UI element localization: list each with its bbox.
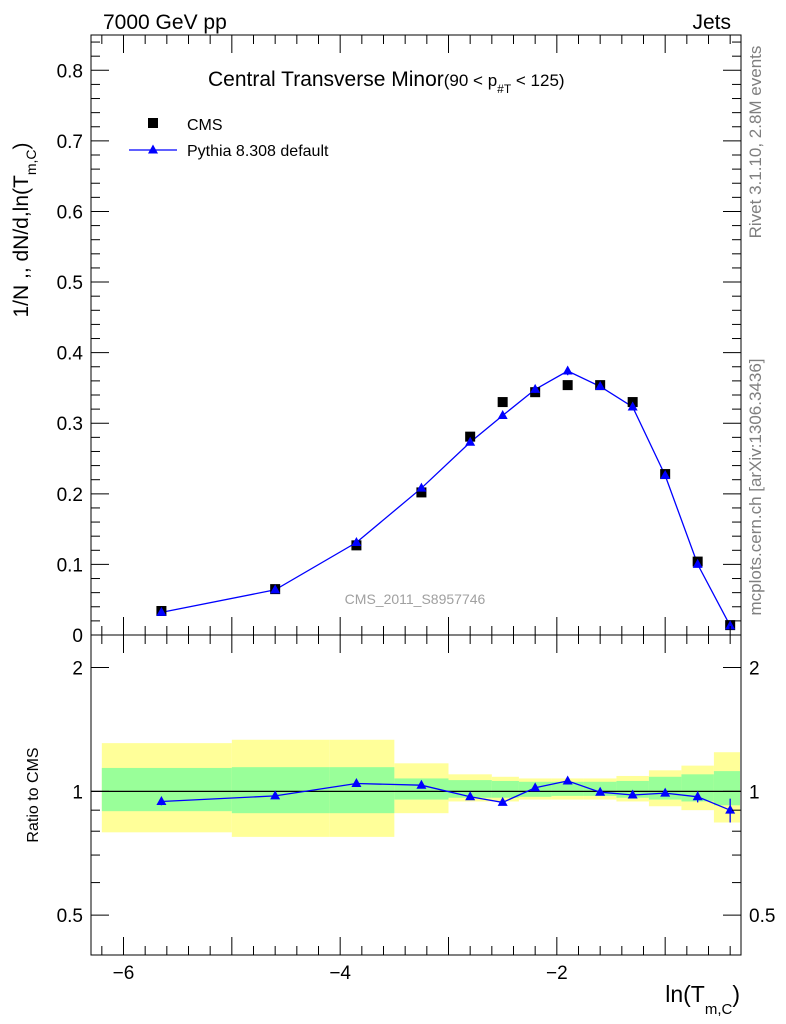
chart-title-cut-sub: #T bbox=[497, 82, 512, 96]
y-tick-label: 0.2 bbox=[57, 485, 83, 506]
ratio-inner-band bbox=[551, 781, 584, 796]
main-ylabel-text: 1/N ,, dN/d,ln(T bbox=[10, 175, 33, 318]
main-ylabel: 1/N ,, dN/d,ln(Tm,C) bbox=[10, 142, 39, 317]
mc-point bbox=[270, 584, 281, 594]
chart-title-main: Central Transverse Minor bbox=[208, 68, 444, 91]
y-tick-label: 0.5 bbox=[57, 273, 83, 294]
mc-point bbox=[725, 620, 736, 630]
ratio-y-tick-label-left: 0.5 bbox=[57, 906, 83, 927]
y-tick-label: 0.4 bbox=[57, 344, 84, 365]
ratio-mc-point bbox=[530, 782, 541, 792]
chart-title-cut-end: < 125) bbox=[511, 71, 564, 90]
mc-point bbox=[156, 606, 167, 616]
xlabel-sub: m,C bbox=[705, 1001, 733, 1018]
main-ylabel-sub: m,C bbox=[23, 149, 39, 175]
ratio-y-tick-label-right: 1 bbox=[749, 782, 760, 803]
xlabel: ln(Tm,C) bbox=[665, 981, 740, 1018]
y-tick-label: 0.8 bbox=[57, 61, 83, 82]
legend-mc-marker bbox=[148, 144, 158, 154]
xlabel-end: ) bbox=[732, 981, 740, 1007]
ratio-mc-point bbox=[562, 775, 573, 785]
mc-point bbox=[351, 537, 362, 547]
source-label: mcplots.cern.ch [arXiv:1306.3436] bbox=[746, 358, 765, 615]
mc-point bbox=[562, 365, 573, 375]
x-tick-label: −4 bbox=[329, 963, 351, 984]
mc-point bbox=[497, 409, 508, 419]
y-tick-label: 0.7 bbox=[57, 132, 83, 153]
ratio-inner-band bbox=[713, 771, 740, 806]
ratio-mc-point bbox=[270, 790, 281, 800]
y-tick-label: 0.1 bbox=[57, 555, 83, 576]
ratio-y-tick-label-left: 1 bbox=[72, 782, 83, 803]
ratio-mc-point bbox=[725, 804, 736, 814]
ratio-y-tick-label-left: 2 bbox=[72, 659, 83, 680]
main-plot-area bbox=[156, 365, 736, 631]
xlabel-text: ln(T bbox=[665, 981, 705, 1007]
ratio-panel-frame bbox=[90, 634, 742, 956]
ratio-mc-point bbox=[660, 787, 671, 797]
cms-point bbox=[416, 487, 427, 498]
energy-label: 7000 GeV pp bbox=[103, 11, 227, 34]
chart-title: Central Transverse Minor(90 < p#T < 125) bbox=[208, 68, 565, 96]
mc-point bbox=[692, 558, 703, 568]
ratio-mc-point bbox=[595, 786, 606, 796]
mc-point bbox=[627, 401, 638, 411]
mc-line bbox=[161, 370, 731, 627]
chart-title-cut: (90 < p bbox=[444, 71, 497, 90]
ratio-y-tick-label-right: 0.5 bbox=[749, 906, 775, 927]
mc-point bbox=[595, 381, 606, 391]
main-ticks: 0 0.1 0.2 0.3 0.4 0.5 0.6 0.7 0.8 bbox=[57, 35, 741, 647]
main-panel: 0 0.1 0.2 0.3 0.4 0.5 0.6 0.7 0.8 bbox=[57, 34, 742, 647]
mc-point bbox=[530, 383, 541, 393]
legend: CMS Pythia 8.308 default bbox=[129, 117, 329, 160]
y-tick-label: 0.6 bbox=[57, 202, 83, 223]
ratio-inner-band bbox=[448, 780, 492, 798]
mc-point bbox=[416, 482, 427, 492]
ratio-ylabel: Ratio to CMS bbox=[25, 747, 42, 842]
ratio-y-tick-label-right: 2 bbox=[749, 659, 760, 680]
y-tick-label: 0.3 bbox=[57, 414, 83, 435]
legend-cms-label: CMS bbox=[187, 117, 223, 134]
ratio-inner-band bbox=[101, 767, 232, 812]
ratio-mc-point bbox=[497, 796, 508, 806]
rivet-label: Rivet 3.1.10, 2.8M events bbox=[746, 46, 765, 239]
y-tick-label: 0 bbox=[72, 626, 83, 647]
ratio-ticks: 0.5 0.5 1 1 2 2 −6 −4 −2 bbox=[57, 635, 775, 984]
ratio-mc-point bbox=[351, 777, 362, 787]
mc-point bbox=[465, 436, 476, 446]
ratio-inner-band bbox=[616, 780, 649, 798]
x-tick-label: −6 bbox=[113, 963, 135, 984]
cms-point bbox=[562, 380, 573, 391]
ratio-inner-band bbox=[394, 778, 449, 800]
cms-point bbox=[497, 397, 508, 408]
ratio-mc-point bbox=[156, 795, 167, 805]
process-label: Jets bbox=[692, 11, 731, 34]
ratio-panel: 0.5 0.5 1 1 2 2 −6 −4 −2 bbox=[57, 634, 775, 984]
ratio-mc-point bbox=[692, 791, 703, 801]
ratio-inner-band bbox=[491, 780, 519, 798]
ratio-mc-point bbox=[465, 791, 476, 801]
ratio-mc-point bbox=[416, 779, 427, 789]
legend-mc-label: Pythia 8.308 default bbox=[187, 143, 329, 160]
legend-cms-marker bbox=[148, 118, 158, 128]
mc-point bbox=[660, 469, 671, 479]
analysis-label: CMS_2011_S8957746 bbox=[345, 591, 486, 607]
ratio-inner-band bbox=[329, 767, 395, 814]
x-tick-label: −2 bbox=[546, 963, 568, 984]
cms-point bbox=[465, 431, 476, 442]
main-ylabel-end: ) bbox=[10, 142, 33, 149]
ratio-mc-point bbox=[627, 789, 638, 799]
ratio-plot-area bbox=[91, 739, 741, 837]
